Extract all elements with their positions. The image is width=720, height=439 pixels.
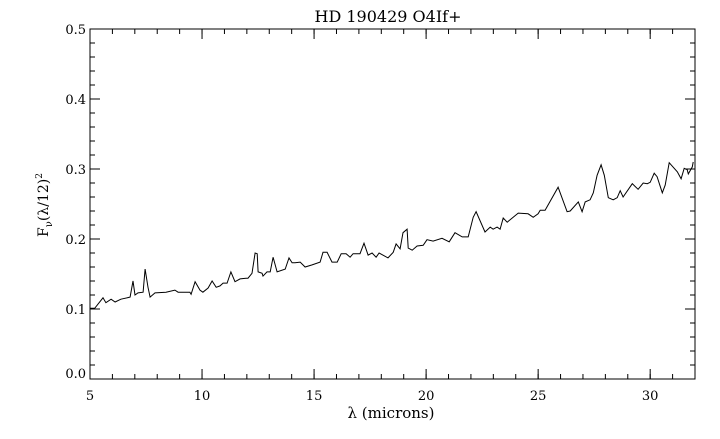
y-tick-label: 0.1 — [65, 303, 86, 318]
y-tick-label: 0.0 — [65, 367, 86, 382]
spectrum-line — [90, 161, 694, 309]
x-tick-label: 30 — [642, 389, 659, 404]
x-tick-label: 10 — [194, 389, 211, 404]
y-tick-label: 0.5 — [65, 23, 86, 38]
y-axis-label-sup: 2 — [35, 173, 45, 179]
axis-ticks — [89, 28, 696, 380]
plot-frame — [89, 28, 696, 380]
x-tick-label: 20 — [418, 389, 435, 404]
chart-title: HD 190429 O4If+ — [315, 7, 462, 26]
y-tick-label: 0.2 — [65, 233, 86, 248]
y-axis-label-rest: (λ/12) — [36, 179, 52, 221]
x-tick-label: 25 — [530, 389, 547, 404]
tick-labels: 5 10 15 20 25 30 0.0 0.1 0.2 0.3 0.4 0.5 — [65, 23, 658, 404]
y-tick-label: 0.4 — [65, 93, 86, 108]
y-axis-label-main: F — [36, 227, 52, 237]
y-tick-label: 0.3 — [65, 163, 86, 178]
x-tick-label: 15 — [306, 389, 323, 404]
x-tick-label: 5 — [86, 389, 94, 404]
x-axis-label: λ (microns) — [348, 404, 435, 422]
y-axis-label: Fν(λ/12)2 — [35, 173, 55, 237]
y-axis-label-sub: ν — [44, 221, 55, 227]
